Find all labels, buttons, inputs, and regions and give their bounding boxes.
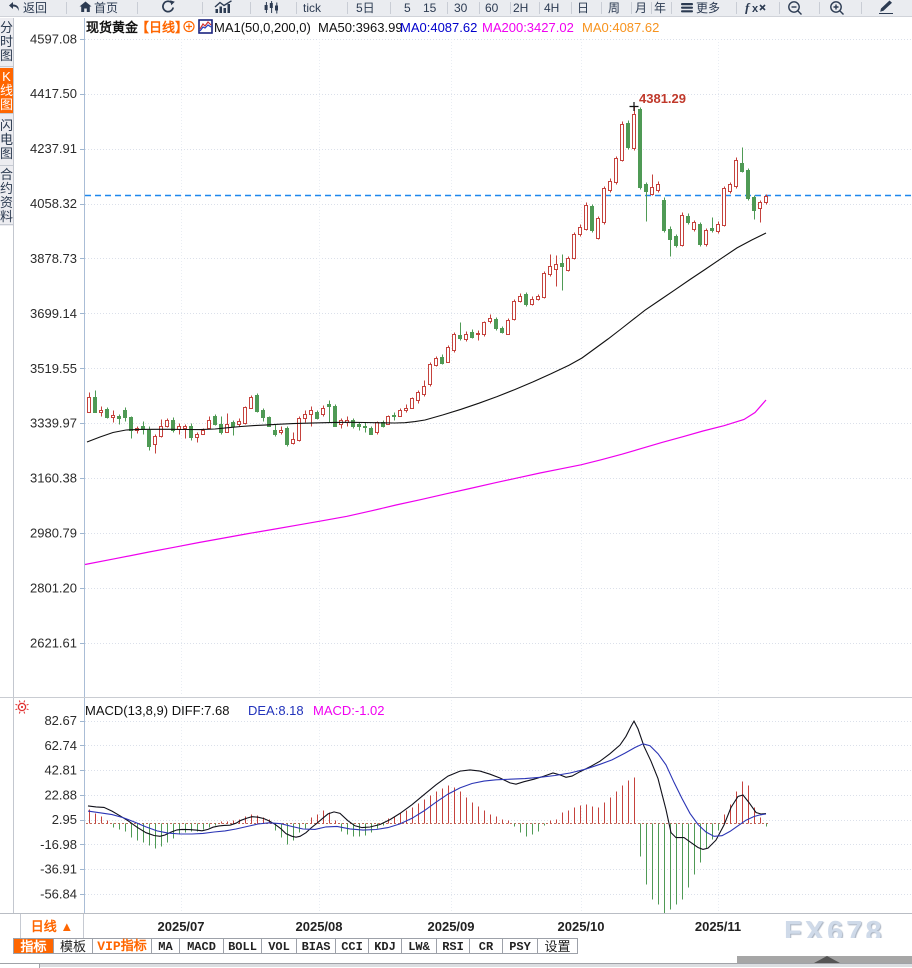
svg-text:22.88: 22.88 xyxy=(44,788,77,803)
svg-text:4417.50: 4417.50 xyxy=(30,86,77,101)
svg-text:42.81: 42.81 xyxy=(44,763,77,778)
svg-text:4381.29: 4381.29 xyxy=(639,91,686,106)
svg-text:4237.91: 4237.91 xyxy=(30,141,77,156)
svg-text:MA50:3963.99: MA50:3963.99 xyxy=(318,20,403,35)
svg-text:-56.84: -56.84 xyxy=(40,887,77,902)
svg-text:MA1(50,0,200,0): MA1(50,0,200,0) xyxy=(214,20,311,35)
svg-text:3519.55: 3519.55 xyxy=(30,361,77,376)
svg-text:MA0:4087.62: MA0:4087.62 xyxy=(400,20,477,35)
svg-text:MACD:-1.02: MACD:-1.02 xyxy=(313,703,385,718)
svg-text:3339.97: 3339.97 xyxy=(30,416,77,431)
svg-text:62.74: 62.74 xyxy=(44,738,77,753)
svg-text:-36.91: -36.91 xyxy=(40,862,77,877)
svg-text:f: f xyxy=(745,1,751,14)
svg-text:DEA:8.18: DEA:8.18 xyxy=(248,703,304,718)
svg-text:2801.20: 2801.20 xyxy=(30,581,77,596)
svg-text:3160.38: 3160.38 xyxy=(30,471,77,486)
svg-text:2.95: 2.95 xyxy=(52,812,77,827)
svg-text:MACD(13,8,9) DIFF:7.68: MACD(13,8,9) DIFF:7.68 xyxy=(85,703,230,718)
svg-text:3878.73: 3878.73 xyxy=(30,251,77,266)
svg-text:82.67: 82.67 xyxy=(44,713,77,728)
svg-text:现货黄金: 现货黄金 xyxy=(86,20,139,35)
svg-text:2980.79: 2980.79 xyxy=(30,526,77,541)
svg-text:【日线】: 【日线】 xyxy=(136,20,188,35)
svg-text:MA200:3427.02: MA200:3427.02 xyxy=(482,20,574,35)
svg-text:4597.08: 4597.08 xyxy=(30,31,77,46)
svg-text:MA0:4087.62: MA0:4087.62 xyxy=(582,20,659,35)
svg-text:3699.14: 3699.14 xyxy=(30,306,77,321)
svg-text:-16.98: -16.98 xyxy=(40,837,77,852)
svg-text:4058.32: 4058.32 xyxy=(30,196,77,211)
svg-text:2621.61: 2621.61 xyxy=(30,635,77,650)
svg-text:x: x xyxy=(752,3,759,14)
